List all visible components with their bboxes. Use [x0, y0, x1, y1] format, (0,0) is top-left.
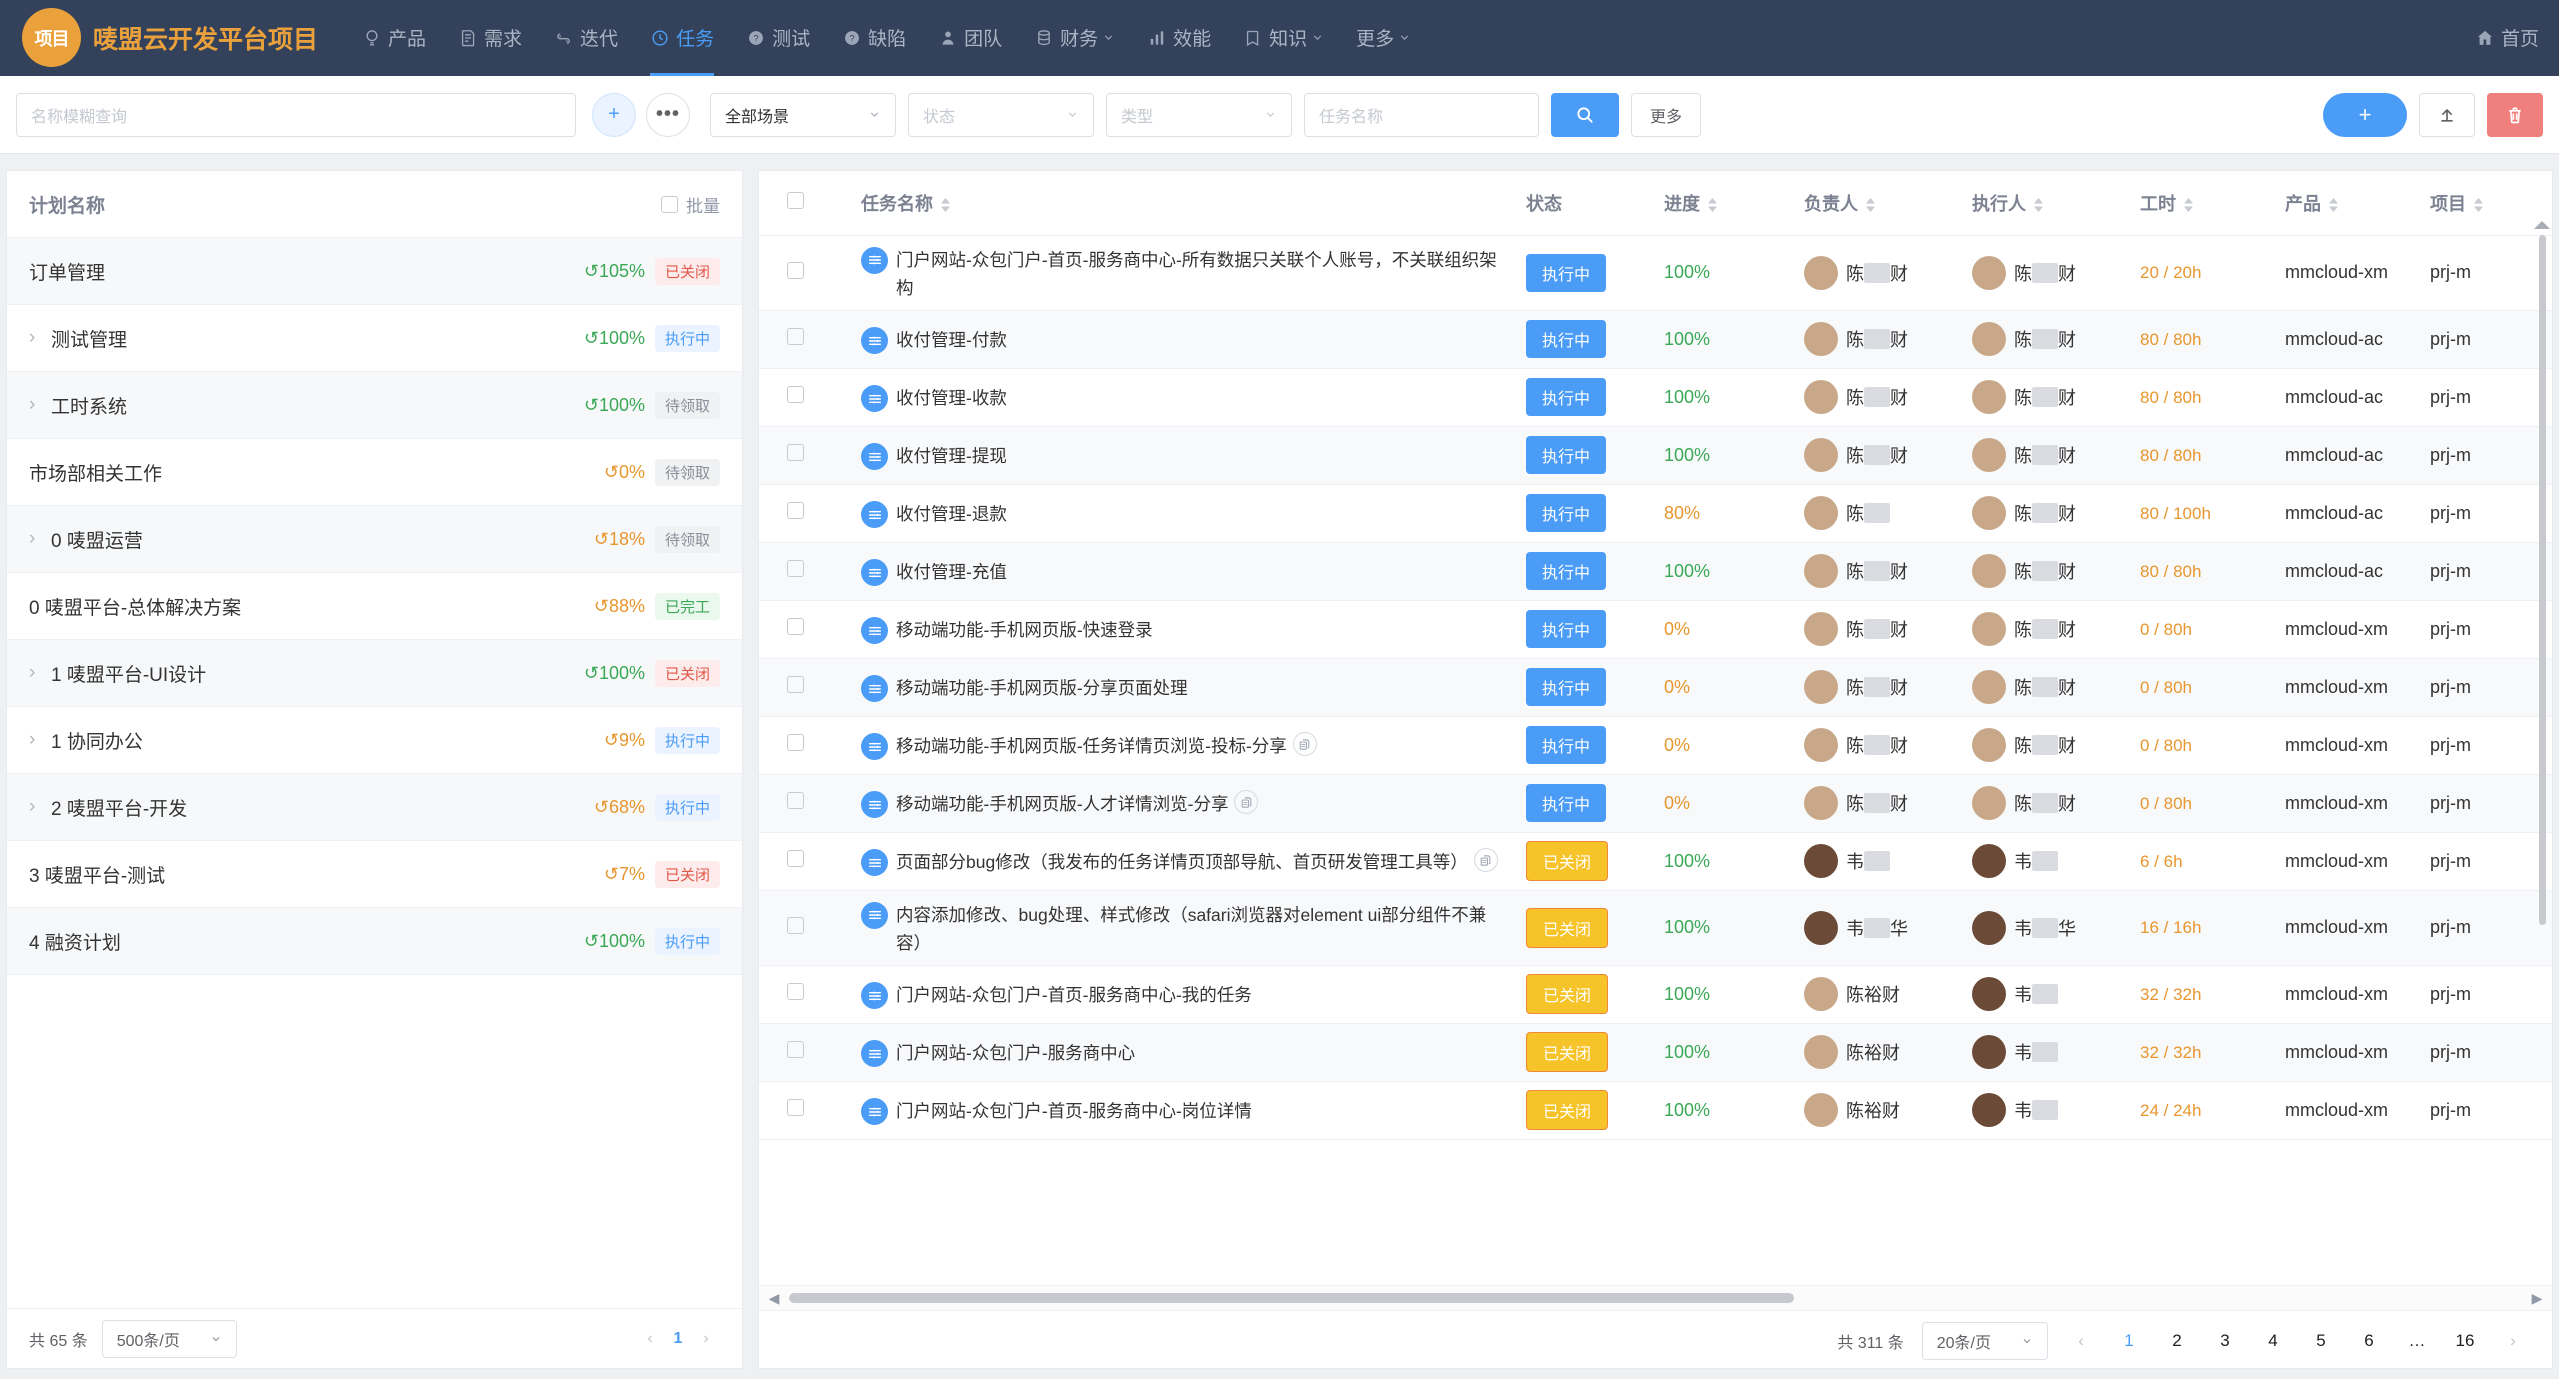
svg-text:?: ? [754, 33, 759, 43]
svg-text:?: ? [850, 33, 855, 43]
